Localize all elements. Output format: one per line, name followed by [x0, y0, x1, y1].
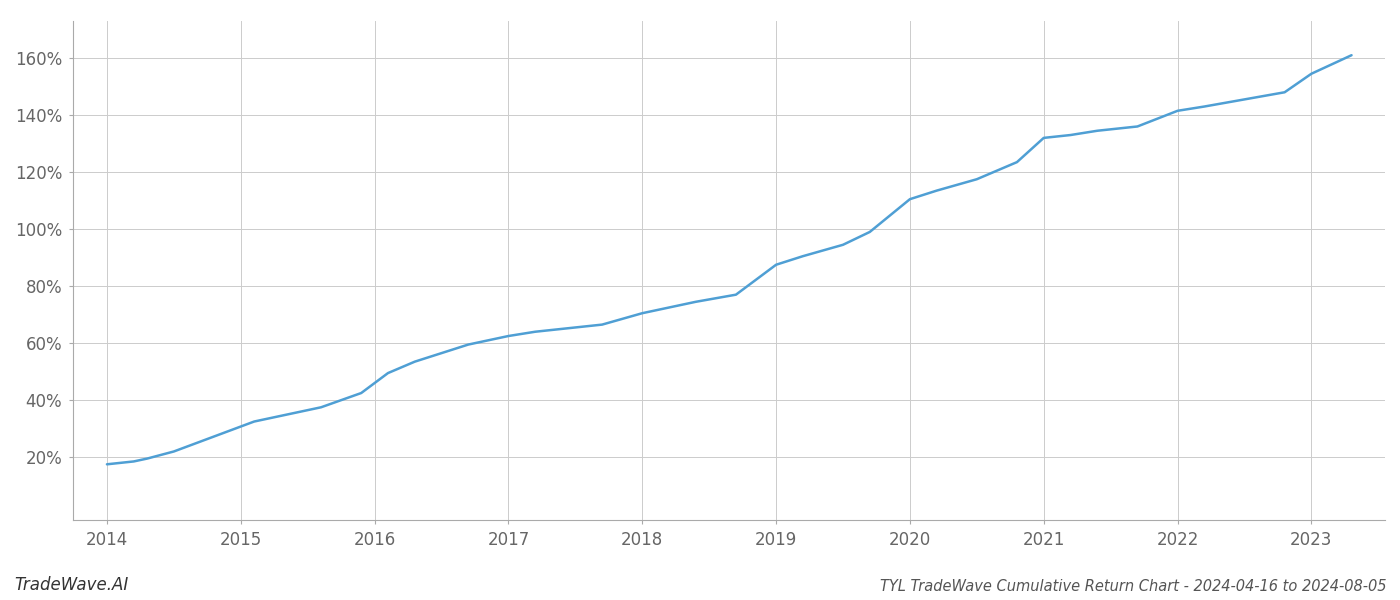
- Text: TradeWave.AI: TradeWave.AI: [14, 576, 129, 594]
- Text: TYL TradeWave Cumulative Return Chart - 2024-04-16 to 2024-08-05: TYL TradeWave Cumulative Return Chart - …: [879, 579, 1386, 594]
